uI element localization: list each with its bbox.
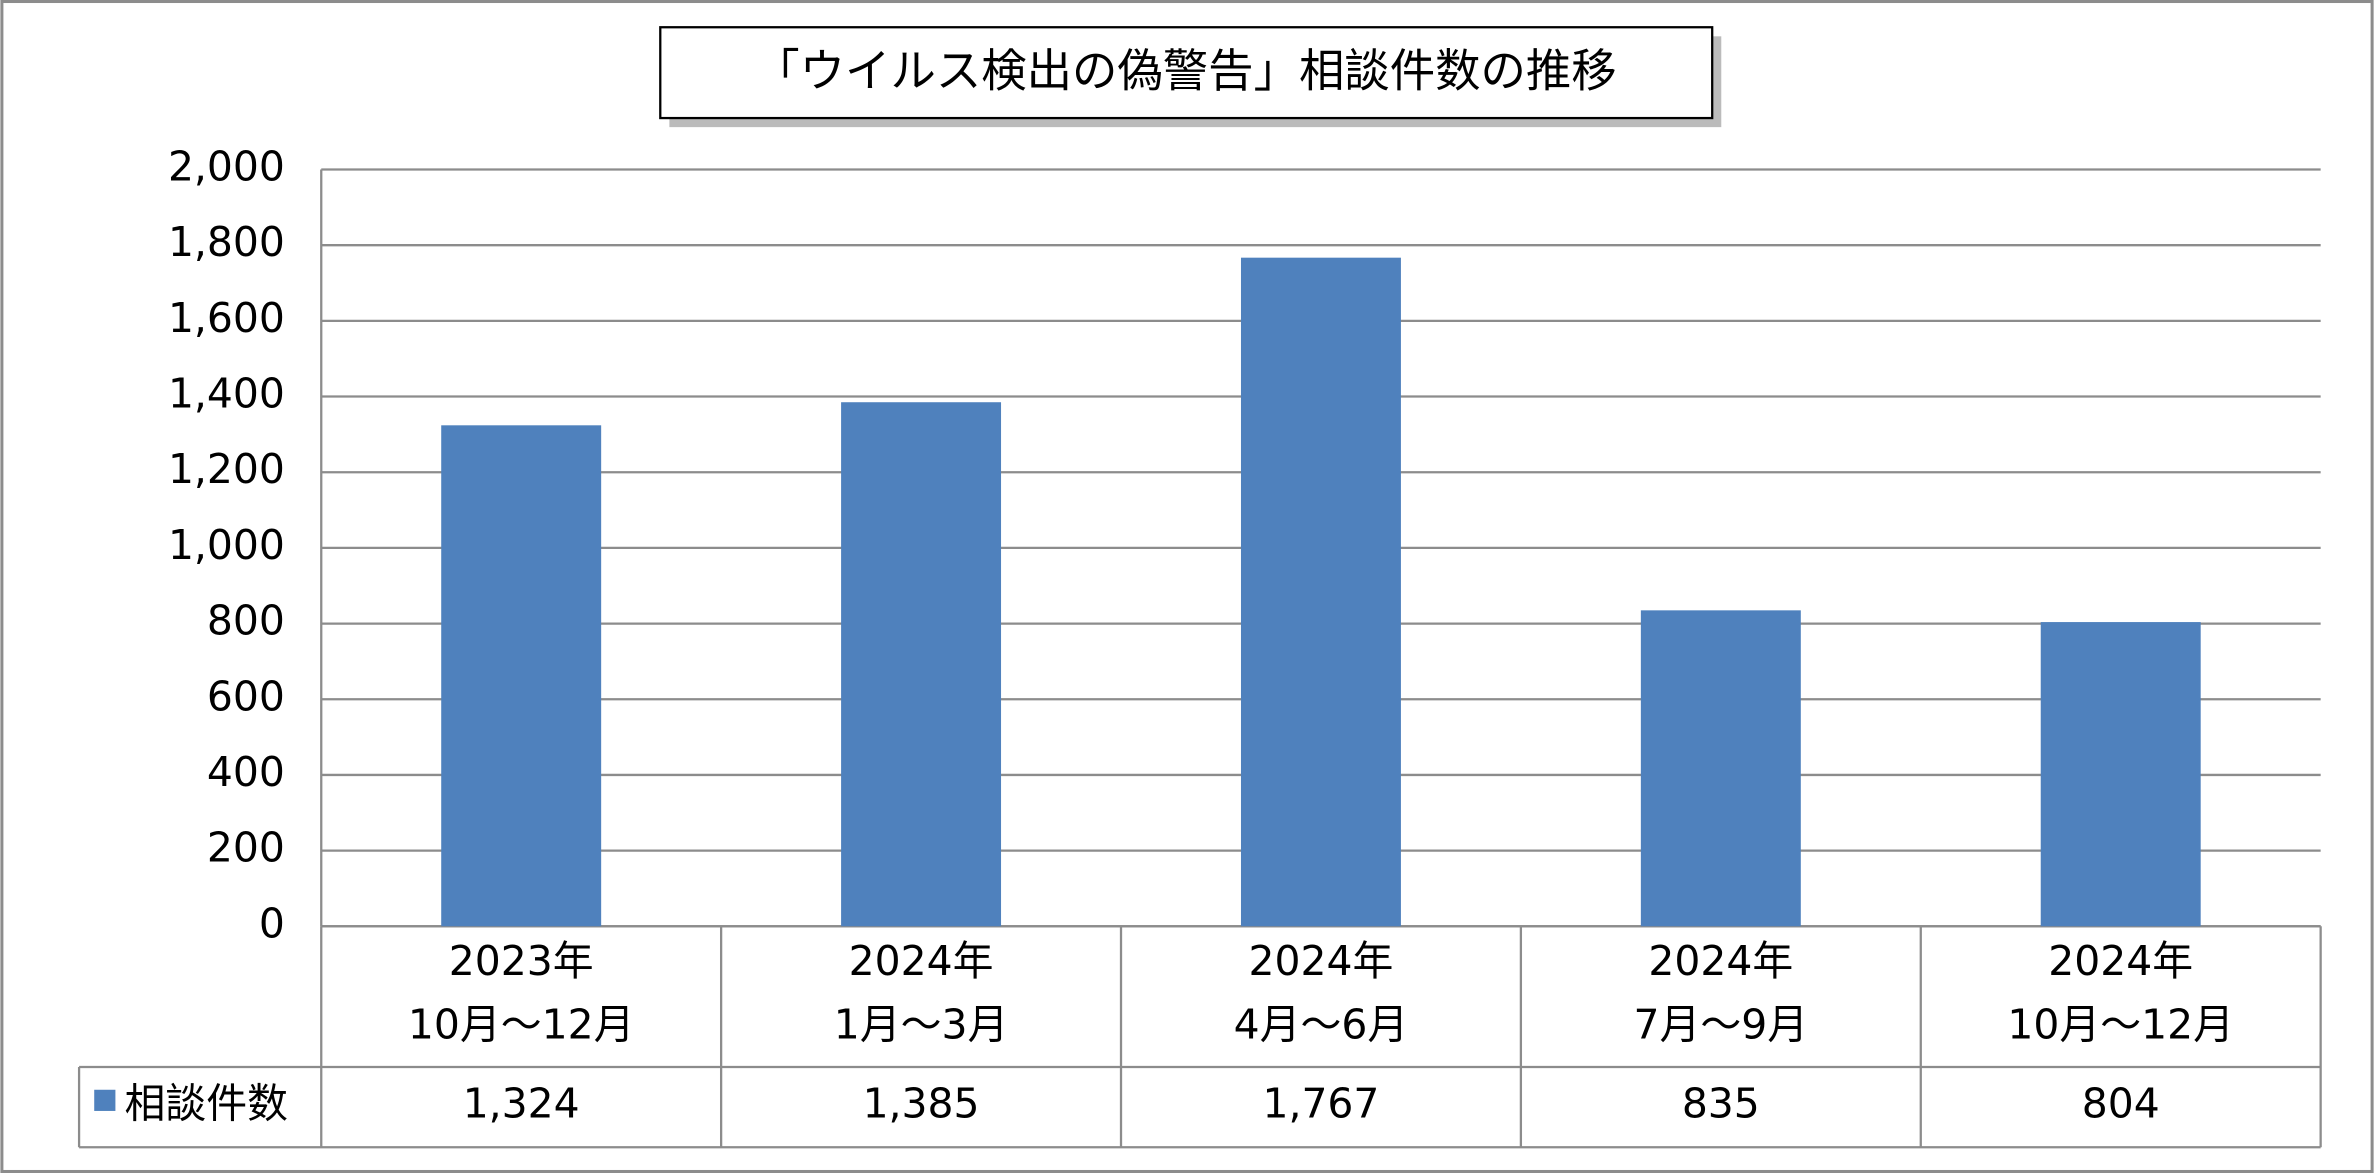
x-tick-label: 10月～12月 (408, 1001, 635, 1049)
x-tick-label: 2023年 (449, 937, 594, 985)
bar (1640, 610, 1801, 927)
x-tick-label: 2024年 (849, 937, 994, 985)
y-tick-label: 1,400 (168, 370, 285, 418)
x-tick-label: 7月～9月 (1634, 1001, 1809, 1049)
chart-title: 「ウイルス検出の偽警告」相談件数の推移 (754, 45, 1616, 98)
y-tick-label: 800 (207, 597, 285, 645)
y-tick-label: 600 (207, 672, 285, 720)
y-tick-label: 2,000 (168, 143, 285, 191)
x-tick-label: 10月～12月 (2007, 1001, 2234, 1049)
table-value: 835 (1682, 1079, 1760, 1127)
y-tick-label: 200 (207, 824, 285, 872)
x-tick-label: 2024年 (1249, 937, 1394, 985)
x-tick-label: 4月～6月 (1234, 1001, 1409, 1049)
y-tick-label: 1,800 (168, 218, 285, 266)
bar (1240, 257, 1401, 927)
bar (841, 402, 1002, 927)
title-box (659, 26, 1714, 120)
y-tick-label: 1,000 (168, 521, 285, 569)
x-tick-label: 1月～3月 (834, 1001, 1009, 1049)
legend-label: 相談件数 (124, 1079, 287, 1127)
table-value: 1,767 (1262, 1079, 1379, 1127)
y-tick-label: 1,600 (168, 294, 285, 342)
legend-key (94, 1089, 116, 1111)
bar (2040, 622, 2201, 927)
table-value: 1,324 (463, 1079, 580, 1127)
x-tick-label: 2024年 (2048, 937, 2193, 985)
y-tick-label: 0 (259, 899, 285, 947)
table-value: 804 (2082, 1079, 2160, 1127)
x-tick-label: 2024年 (1648, 937, 1793, 985)
y-tick-label: 1,200 (168, 445, 285, 493)
bar (441, 425, 602, 927)
table-value: 1,385 (863, 1079, 980, 1127)
y-tick-label: 400 (207, 748, 285, 796)
